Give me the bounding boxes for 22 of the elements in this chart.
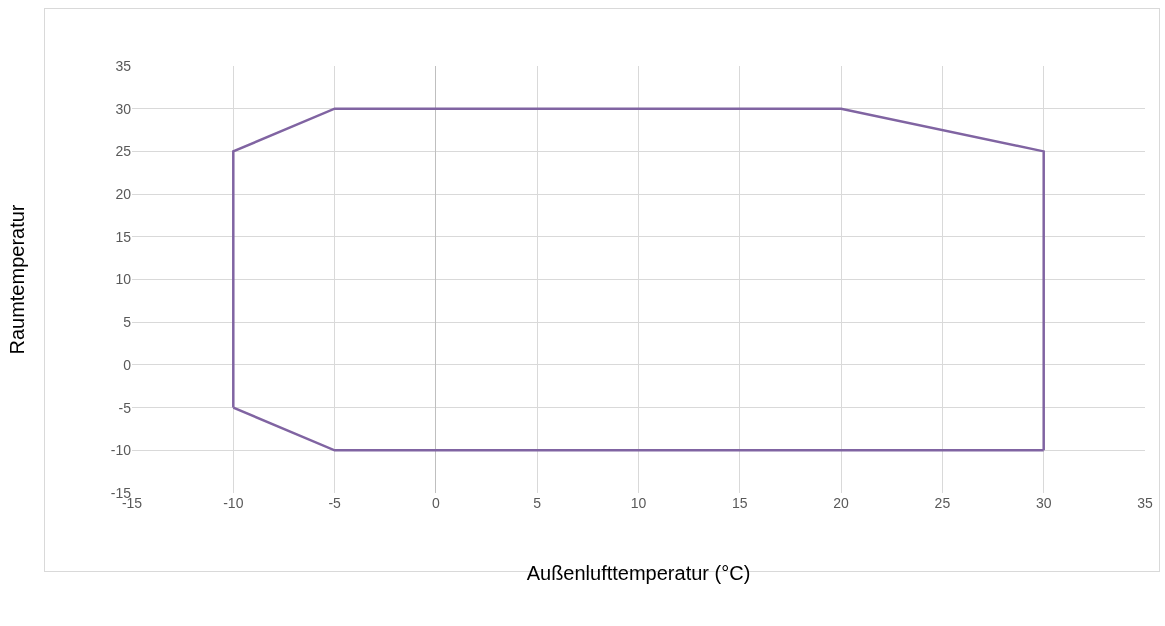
x-tick-label: 0 (432, 495, 440, 511)
x-tick-label: -5 (328, 495, 342, 511)
y-axis-title: Raumtemperatur (6, 204, 29, 355)
x-tick-label: 20 (833, 495, 850, 511)
y-tick-label: -5 (118, 399, 132, 416)
y-tick-label: 15 (115, 228, 132, 245)
x-tick-label: 25 (934, 495, 951, 511)
y-tick-label: 5 (123, 314, 132, 331)
y-tick-label: 10 (115, 271, 132, 288)
x-tick-label: -10 (223, 495, 244, 511)
x-tick-label: 15 (732, 495, 748, 511)
x-tick-label: 35 (1137, 495, 1153, 511)
x-tick-label: 10 (630, 495, 647, 511)
y-tick-label: 25 (115, 143, 132, 160)
x-axis-title: Außenlufttemperatur (°C) (526, 561, 751, 584)
x-tick-label: 30 (1035, 495, 1052, 511)
y-tick-label: 20 (115, 186, 132, 202)
x-tick-label: 5 (533, 495, 542, 511)
y-tick-label: 35 (115, 57, 132, 74)
y-tick-label: -10 (110, 442, 132, 459)
y-tick-label: 30 (115, 100, 132, 117)
y-tick-label: 0 (123, 356, 132, 373)
